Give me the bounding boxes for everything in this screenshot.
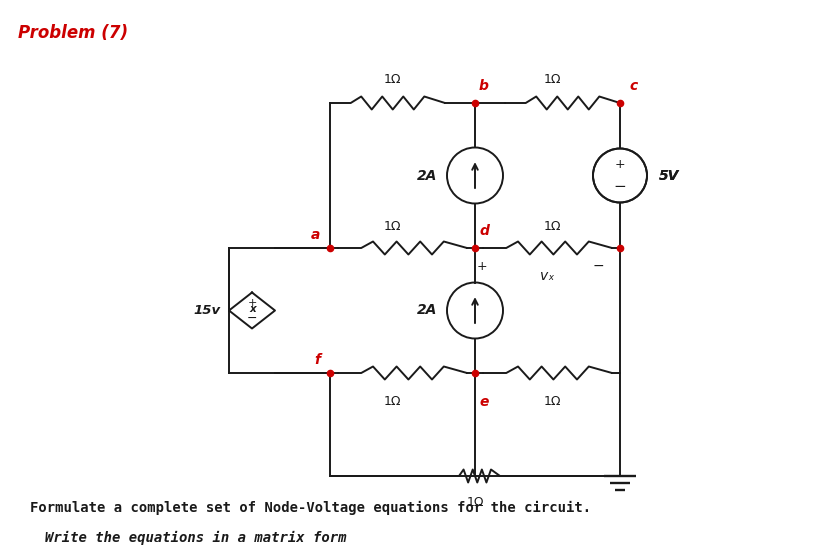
Text: +: +	[477, 259, 487, 272]
Text: vₓ: vₓ	[541, 269, 555, 283]
Text: 1Ω: 1Ω	[384, 73, 402, 86]
Text: 15v: 15v	[194, 304, 221, 317]
Text: 1Ω: 1Ω	[544, 73, 561, 86]
Text: +: +	[615, 158, 625, 171]
Text: x: x	[249, 304, 256, 314]
Text: 1Ω: 1Ω	[384, 220, 402, 233]
Text: 1Ω: 1Ω	[544, 220, 561, 233]
Text: 1Ω: 1Ω	[467, 496, 484, 509]
Text: +: +	[248, 298, 257, 308]
Text: −: −	[593, 259, 604, 273]
Text: −: −	[247, 311, 258, 325]
Text: Problem (7): Problem (7)	[18, 24, 128, 42]
Text: Write the equations in a matrix form: Write the equations in a matrix form	[45, 531, 346, 545]
Text: 5V: 5V	[659, 169, 679, 182]
Text: e: e	[479, 395, 488, 409]
Text: 2A: 2A	[416, 169, 437, 182]
Text: b: b	[479, 79, 489, 93]
Text: a: a	[310, 228, 320, 242]
Text: 1Ω: 1Ω	[384, 395, 402, 408]
Text: d: d	[479, 224, 489, 238]
Text: c: c	[629, 79, 637, 93]
Text: −: −	[614, 179, 626, 194]
Text: 5V: 5V	[659, 169, 679, 182]
Text: 1Ω: 1Ω	[544, 395, 561, 408]
Text: +: +	[615, 158, 625, 171]
Text: f: f	[314, 353, 320, 367]
Text: Formulate a complete set of Node-Voltage equations for the circuit.: Formulate a complete set of Node-Voltage…	[30, 501, 591, 515]
Circle shape	[593, 148, 647, 203]
Text: −: −	[614, 179, 626, 194]
Text: 2A: 2A	[416, 304, 437, 318]
